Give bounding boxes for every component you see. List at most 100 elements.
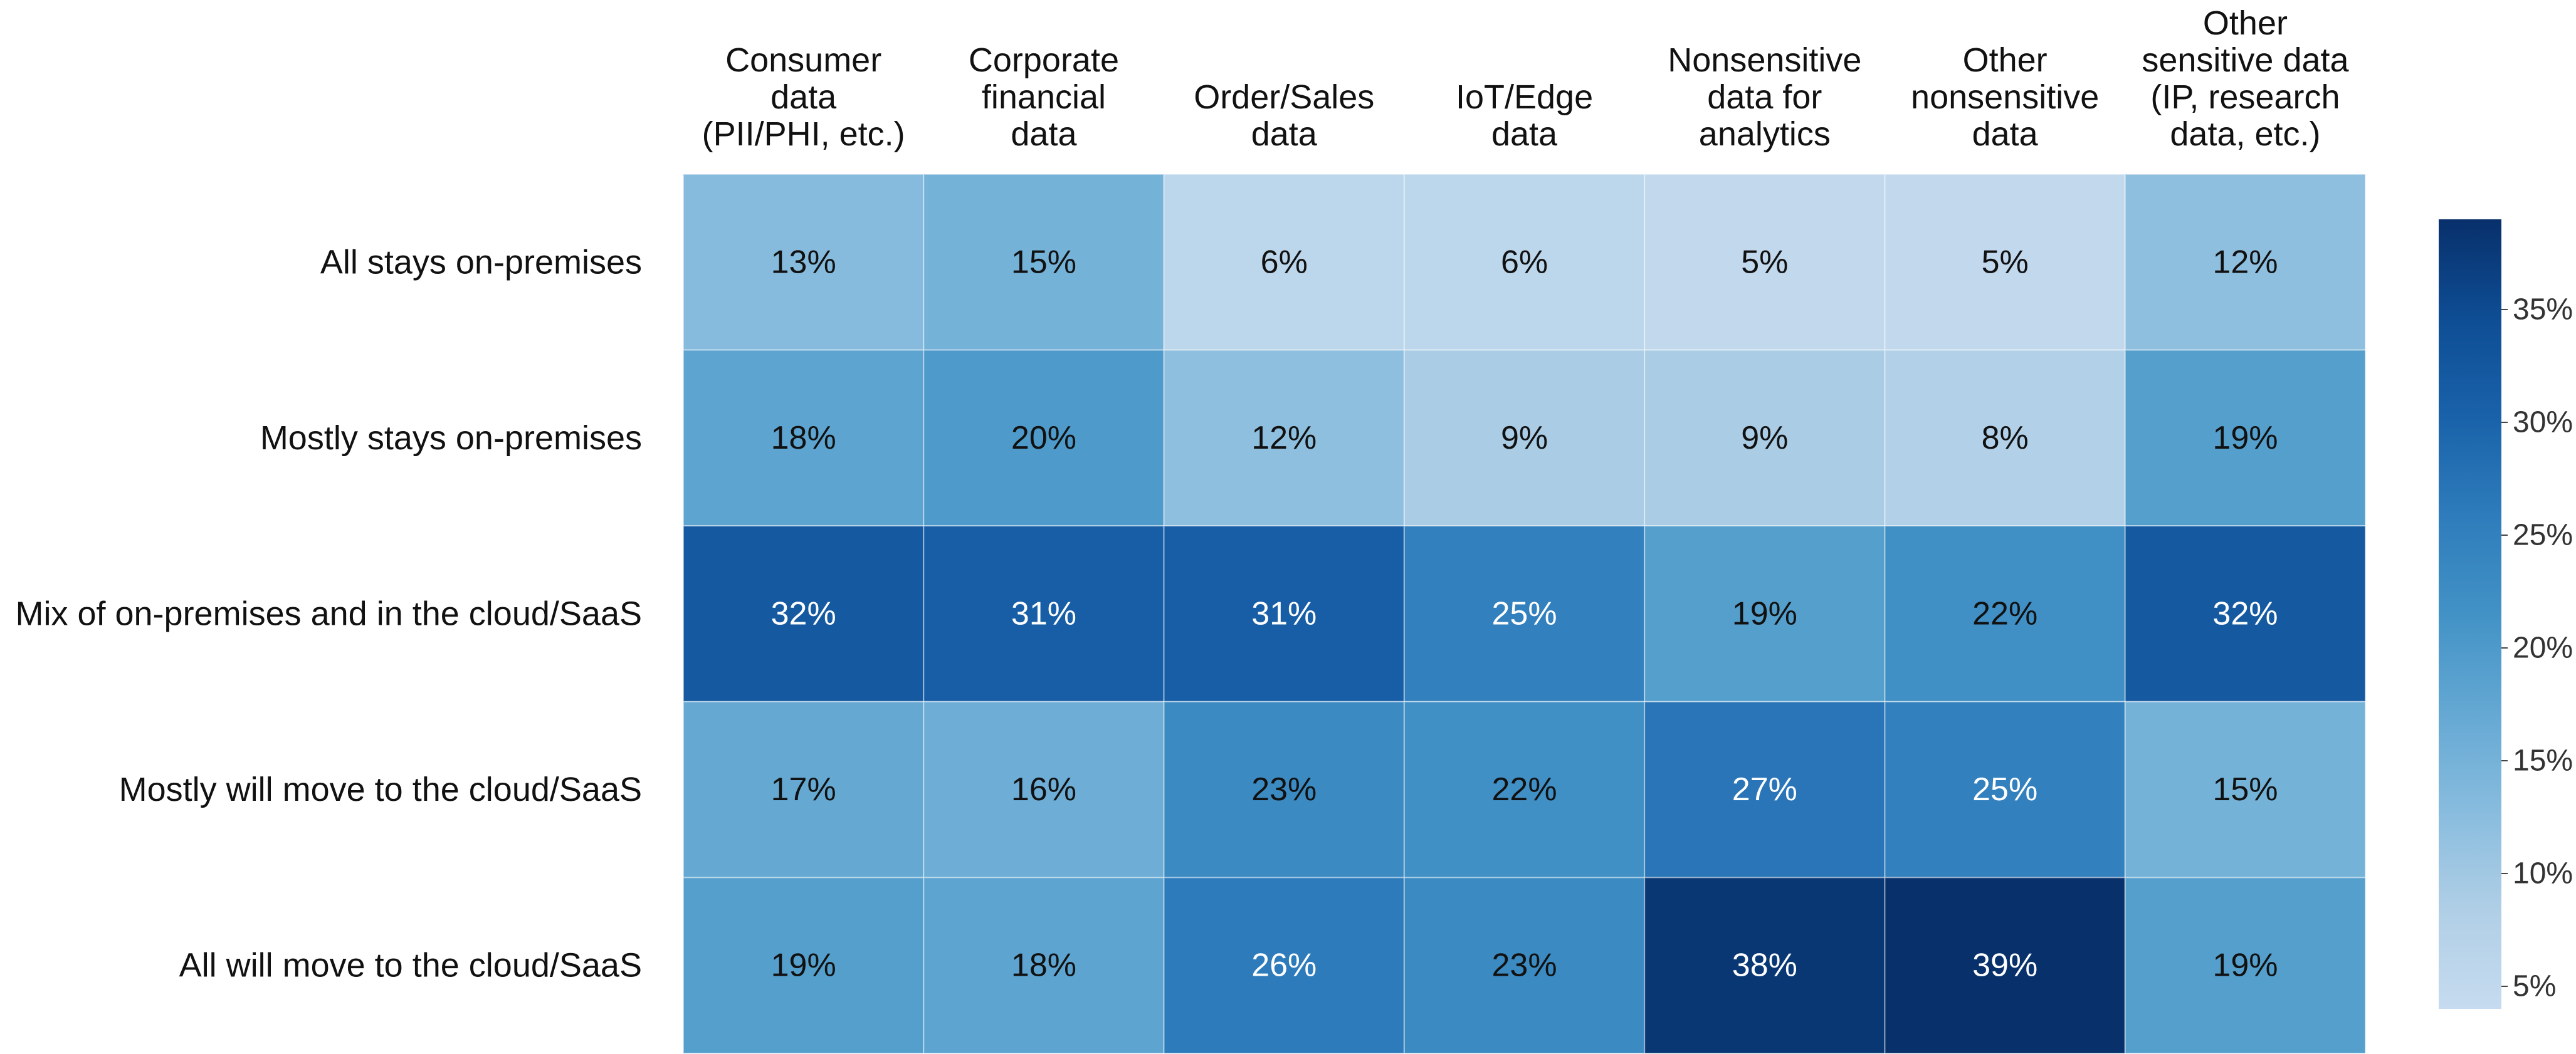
heatmap-cell xyxy=(1403,701,1646,879)
column-header-line: data xyxy=(1011,115,1077,153)
column-header-line: financial xyxy=(982,78,1106,116)
heatmap-cell xyxy=(683,349,925,527)
heatmap-cell xyxy=(1884,877,2126,1054)
column-header-6: Other nonsensitive data xyxy=(1911,41,2099,153)
column-header-5: Nonsensitive data for analytics xyxy=(1668,41,1861,153)
column-header-line: Other xyxy=(1963,41,2048,79)
heatmap-cell xyxy=(2124,877,2367,1054)
heatmap-cell xyxy=(923,701,1165,879)
cell-value-label: 17% xyxy=(771,771,836,808)
column-header-line: IoT/Edge xyxy=(1456,78,1593,116)
column-header-line: nonsensitive xyxy=(1911,78,2099,116)
cell-value-label: 19% xyxy=(2212,420,2278,456)
colorbar-tick-label: 25% xyxy=(2513,519,2573,552)
heatmap-cell xyxy=(1884,701,2126,879)
cell-value-label: 32% xyxy=(771,596,836,632)
heatmap-cell xyxy=(683,525,925,702)
cell-value-label: 15% xyxy=(2212,771,2278,808)
colorbar-gradient xyxy=(2439,219,2501,1009)
column-header-line: Other xyxy=(2203,4,2288,42)
colorbar-tick-label: 20% xyxy=(2513,632,2573,665)
column-header-line: data, etc.) xyxy=(2170,115,2320,153)
row-label-2: Mostly stays on-premises xyxy=(260,419,642,457)
column-header-line: Nonsensitive xyxy=(1668,41,1861,79)
heatmap-cell xyxy=(1644,525,1886,702)
row-label-1: All stays on-premises xyxy=(320,243,642,281)
heatmap-cell xyxy=(1163,174,1405,351)
cell-value-label: 25% xyxy=(1492,596,1557,632)
column-header-line: data xyxy=(770,78,837,116)
heatmap-cell xyxy=(1163,349,1405,527)
cell-value-label: 5% xyxy=(1741,244,1788,280)
colorbar-tick-label: 15% xyxy=(2513,744,2573,778)
cell-value-label: 23% xyxy=(1492,947,1557,984)
heatmap-cell xyxy=(1644,174,1886,351)
cell-value-label: 15% xyxy=(1011,244,1076,280)
cell-value-label: 27% xyxy=(1732,771,1797,808)
heatmap-cell xyxy=(2124,349,2367,527)
column-header-4: IoT/Edge data xyxy=(1456,78,1593,153)
cell-value-label: 31% xyxy=(1011,596,1076,632)
row-labels: All stays on-premises Mostly stays on-pre… xyxy=(15,243,642,984)
heatmap-cell xyxy=(1163,877,1405,1054)
colorbar-tick-label: 30% xyxy=(2513,406,2573,439)
column-header-1: Consumer data (PII/PHI, etc.) xyxy=(702,41,905,153)
cell-value-label: 9% xyxy=(1741,420,1788,456)
heatmap-cell xyxy=(1644,701,1886,879)
cell-value-label: 19% xyxy=(2212,947,2278,984)
heatmap-cell xyxy=(1644,349,1886,527)
cell-value-label: 22% xyxy=(1972,596,2037,632)
row-label-4: Mostly will move to the cloud/SaaS xyxy=(119,771,642,808)
colorbar: 5% 10% 15% 20% 25% 30% 35% xyxy=(2439,219,2573,1009)
colorbar-tick-label: 5% xyxy=(2513,970,2556,1003)
column-header-line: Consumer xyxy=(725,41,881,79)
heatmap-cell xyxy=(683,701,925,879)
column-header-line: data xyxy=(1491,115,1558,153)
column-header-2: Corporate financial data xyxy=(969,41,1119,153)
heatmap-cell xyxy=(1403,174,1646,351)
cell-value-label: 18% xyxy=(1011,947,1076,984)
heatmap-cell xyxy=(923,349,1165,527)
column-header-line: Corporate xyxy=(969,41,1119,79)
cell-value-label: 22% xyxy=(1492,771,1557,808)
column-header-line: (IP, research xyxy=(2150,78,2340,116)
heatmap-cell xyxy=(1403,525,1646,702)
heatmap-cell xyxy=(1163,525,1405,702)
cell-value-label: 12% xyxy=(2212,244,2278,280)
cell-value-label: 19% xyxy=(1732,596,1797,632)
heatmap-cell xyxy=(923,174,1165,351)
row-label-3: Mix of on-premises and in the cloud/SaaS xyxy=(15,595,642,633)
cell-value-label: 16% xyxy=(1011,771,1076,808)
cell-value-label: 5% xyxy=(1982,244,2029,280)
column-header-line: sensitive data xyxy=(2142,41,2349,79)
cell-value-label: 39% xyxy=(1972,947,2037,984)
heatmap-cell xyxy=(2124,701,2367,879)
cell-value-label: 25% xyxy=(1972,771,2037,808)
cell-value-label: 31% xyxy=(1251,596,1317,632)
heatmap-cell xyxy=(683,174,925,351)
column-header-line: analytics xyxy=(1699,115,1831,153)
column-header-3: Order/Sales data xyxy=(1194,78,1374,153)
colorbar-tick-label: 35% xyxy=(2513,293,2573,326)
cell-value-label: 13% xyxy=(771,244,836,280)
heatmap-cell xyxy=(683,877,925,1054)
heatmap-cell xyxy=(1884,349,2126,527)
column-header-line: data xyxy=(1251,115,1318,153)
column-header-line: Order/Sales xyxy=(1194,78,1374,116)
cell-value-label: 23% xyxy=(1251,771,1317,808)
heatmap-cell xyxy=(2124,525,2367,702)
column-header-line: (PII/PHI, etc.) xyxy=(702,115,905,153)
cell-value-label: 19% xyxy=(771,947,836,984)
cell-value-label: 18% xyxy=(771,420,836,456)
cell-value-label: 26% xyxy=(1251,947,1317,984)
column-headers: Consumer data (PII/PHI, etc.)Corporate fina… xyxy=(702,4,2350,153)
row-label-5: All will move to the cloud/SaaS xyxy=(179,947,642,984)
cell-value-label: 32% xyxy=(2212,596,2278,632)
column-header-line: data for xyxy=(1707,78,1822,116)
heatmap-cell xyxy=(1884,525,2126,702)
cell-value-label: 20% xyxy=(1011,420,1076,456)
colorbar-tick-label: 10% xyxy=(2513,857,2573,890)
cell-value-label: 38% xyxy=(1732,947,1797,984)
column-header-7: Other sensitive data (IP, research data, et… xyxy=(2142,4,2349,153)
